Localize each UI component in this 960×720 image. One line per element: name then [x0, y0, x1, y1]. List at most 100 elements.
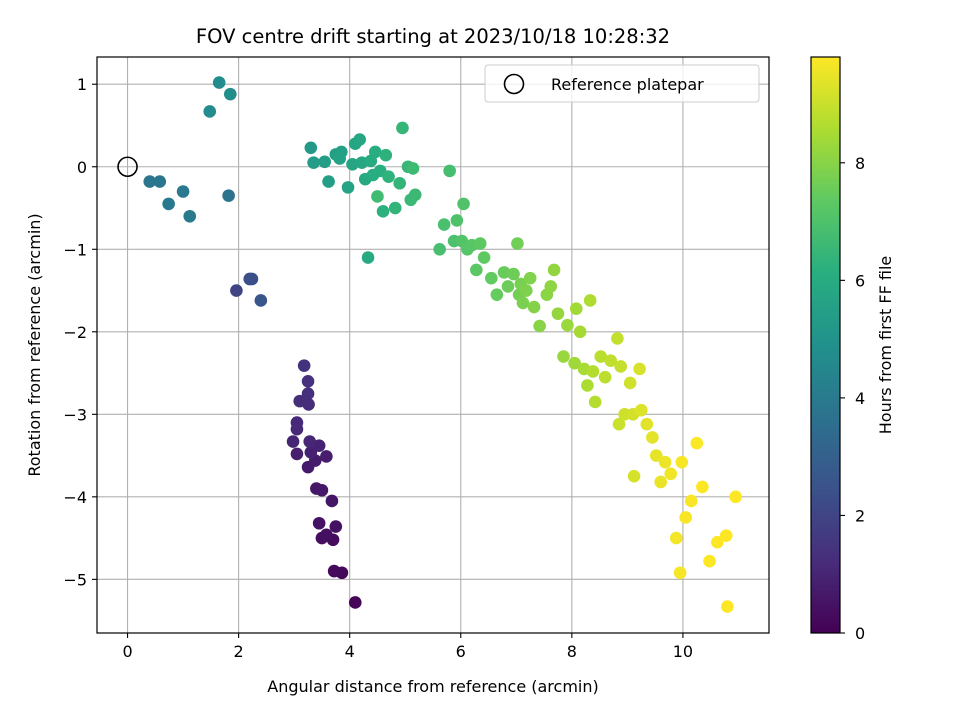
- y-tick-label: −5: [63, 570, 87, 589]
- x-tick-label: 4: [345, 642, 355, 661]
- data-point: [393, 176, 406, 190]
- y-tick-label: −4: [63, 488, 87, 507]
- data-point: [320, 450, 333, 463]
- data-point: [557, 350, 570, 363]
- data-point: [388, 201, 402, 215]
- data-point: [511, 237, 524, 250]
- colorbar-gradient: [810, 56, 841, 634]
- data-point: [143, 175, 157, 188]
- y-tick-label: 1: [77, 75, 87, 94]
- data-point: [594, 350, 608, 363]
- plot-frame: [96, 56, 770, 634]
- legend: Reference platepar: [484, 64, 760, 103]
- data-point: [286, 435, 300, 448]
- data-point: [245, 272, 259, 286]
- colorbar-tick-label: 4: [855, 389, 865, 408]
- data-point: [640, 417, 654, 431]
- data-point: [520, 284, 533, 297]
- data-point: [673, 566, 687, 580]
- colorbar-tick-label: 0: [855, 624, 865, 643]
- colorbar-label: Hours from first FF file: [876, 256, 895, 435]
- colorbar-tick-label: 8: [855, 154, 865, 173]
- data-point: [669, 531, 683, 545]
- x-axis-label: Angular distance from reference (arcmin): [267, 677, 598, 696]
- data-point: [470, 263, 483, 277]
- data-point: [583, 294, 597, 307]
- data-point: [551, 307, 565, 320]
- y-tick-label: −1: [63, 240, 87, 259]
- data-point: [301, 375, 315, 388]
- data-point: [544, 280, 558, 293]
- data-point: [633, 362, 646, 376]
- colorbar: 0 2 4 6 8 Hours from first FF file: [810, 56, 895, 643]
- data-point: [437, 218, 451, 231]
- data-point: [604, 354, 618, 367]
- data-point: [516, 296, 530, 310]
- data-point: [396, 121, 409, 135]
- data-point: [183, 209, 197, 223]
- x-tick-label: 6: [456, 642, 466, 661]
- data-point: [634, 403, 648, 417]
- data-point: [382, 170, 395, 183]
- x-tick-label: 2: [234, 642, 244, 661]
- data-point: [588, 395, 602, 409]
- data-point: [485, 271, 498, 285]
- data-point: [327, 564, 341, 578]
- data-point: [329, 520, 343, 533]
- data-point: [649, 449, 663, 462]
- data-point: [312, 516, 326, 530]
- data-point: [223, 87, 237, 101]
- data-point: [212, 76, 226, 89]
- grid-lines: [97, 57, 769, 633]
- data-point: [523, 271, 537, 285]
- y-tick-label: −2: [63, 323, 87, 342]
- data-point: [690, 436, 704, 450]
- data-point: [254, 294, 268, 307]
- data-point: [533, 319, 546, 333]
- data-point: [568, 356, 581, 370]
- data-point: [301, 387, 315, 400]
- x-tick-label: 0: [122, 642, 132, 661]
- data-point: [679, 511, 692, 524]
- data-point: [598, 370, 612, 384]
- data-point: [325, 494, 339, 508]
- data-point: [408, 188, 422, 202]
- data-point: [627, 469, 641, 483]
- legend-reference-marker: [503, 73, 525, 95]
- data-point: [623, 376, 637, 390]
- colorbar-tick-label: 6: [855, 271, 865, 290]
- data-point: [162, 197, 175, 211]
- y-axis-ticks: 1 0 −1 −2 −3 −4 −5: [63, 75, 97, 589]
- data-point: [614, 360, 628, 373]
- data-point: [457, 197, 470, 211]
- data-point: [346, 157, 359, 171]
- data-point: [320, 528, 333, 542]
- data-point: [290, 447, 304, 461]
- data-point: [501, 280, 515, 293]
- data-points: [143, 76, 742, 613]
- data-point: [703, 554, 716, 568]
- data-point: [654, 475, 668, 489]
- data-point: [581, 379, 594, 392]
- y-tick-label: 0: [77, 158, 87, 177]
- data-point: [473, 237, 487, 250]
- data-point: [293, 394, 307, 408]
- data-point: [203, 105, 217, 118]
- data-point: [406, 162, 420, 175]
- data-point: [490, 288, 504, 301]
- data-point: [450, 214, 464, 227]
- data-point: [333, 152, 346, 165]
- data-point: [443, 164, 456, 178]
- data-point: [322, 175, 335, 188]
- data-point: [379, 148, 393, 162]
- data-point: [230, 284, 243, 297]
- reference-platepar-marker: [117, 156, 138, 178]
- chart-title: FOV centre drift starting at 2023/10/18 …: [196, 25, 670, 48]
- data-point: [547, 263, 561, 277]
- data-point: [304, 141, 318, 155]
- data-point: [646, 431, 659, 444]
- data-point: [376, 205, 390, 218]
- data-point: [696, 480, 709, 494]
